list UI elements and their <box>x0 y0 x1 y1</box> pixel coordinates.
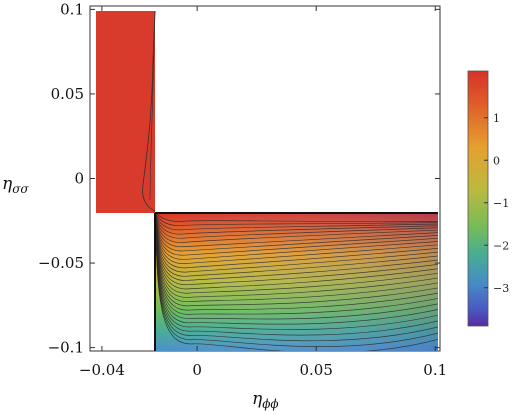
x-axis-ticks: −0.04 0 0.05 0.1 <box>79 6 447 379</box>
y-tick-label: −0.1 <box>48 339 84 357</box>
contour-line <box>155 213 438 226</box>
colorbar-tick-label: −3 <box>493 282 509 295</box>
contour-line <box>155 213 438 235</box>
contour-line <box>155 213 438 294</box>
contour-line <box>155 213 438 315</box>
colorbar <box>467 70 489 327</box>
contour-line <box>155 213 438 307</box>
contour-line <box>155 213 438 311</box>
x-tick-label: 0.05 <box>299 361 332 379</box>
contour-line <box>155 213 438 256</box>
colorbar-ticks: 1 0 −1 −2 −3 <box>484 112 509 295</box>
x-tick-label: 0.1 <box>423 361 447 379</box>
contour-line <box>155 213 438 269</box>
contour-line <box>155 213 438 223</box>
contour-line <box>155 213 438 252</box>
region-lower-right <box>155 213 438 351</box>
y-axis-ticks: 0.1 0.05 0 −0.05 −0.1 <box>38 0 440 357</box>
x-tick-label: −0.04 <box>79 361 125 379</box>
y-tick-label: −0.05 <box>38 254 84 272</box>
contour-line <box>155 213 438 273</box>
contour-line <box>155 213 438 298</box>
contour-line <box>155 213 438 264</box>
contour-line <box>155 213 438 243</box>
region-upper-left-contour-2 <box>149 10 156 201</box>
colorbar-tick-label: 0 <box>493 154 500 167</box>
region-upper-left-contour <box>142 10 156 212</box>
colorbar-tick-label: −2 <box>493 239 509 252</box>
colorbar-tick-label: 1 <box>493 112 500 125</box>
contour-line <box>155 213 438 286</box>
contour-line <box>155 213 438 239</box>
x-tick-label: 0 <box>192 361 202 379</box>
contour-line <box>155 213 438 277</box>
y-tick-label: 0.05 <box>51 85 84 103</box>
y-tick-label: 0.1 <box>60 0 84 18</box>
contour-line <box>155 213 438 302</box>
region-upper-left <box>96 11 155 213</box>
contour-line <box>155 213 438 351</box>
y-tick-label: 0 <box>74 170 84 188</box>
contour-line <box>155 213 438 290</box>
contour-line <box>155 213 438 231</box>
contour-line <box>155 213 438 260</box>
x-axis-label: ηϕϕ <box>252 389 279 411</box>
y-axis-label: ησσ <box>2 174 29 196</box>
contour-line <box>155 213 438 281</box>
colorbar-tick-label: −1 <box>493 197 509 210</box>
